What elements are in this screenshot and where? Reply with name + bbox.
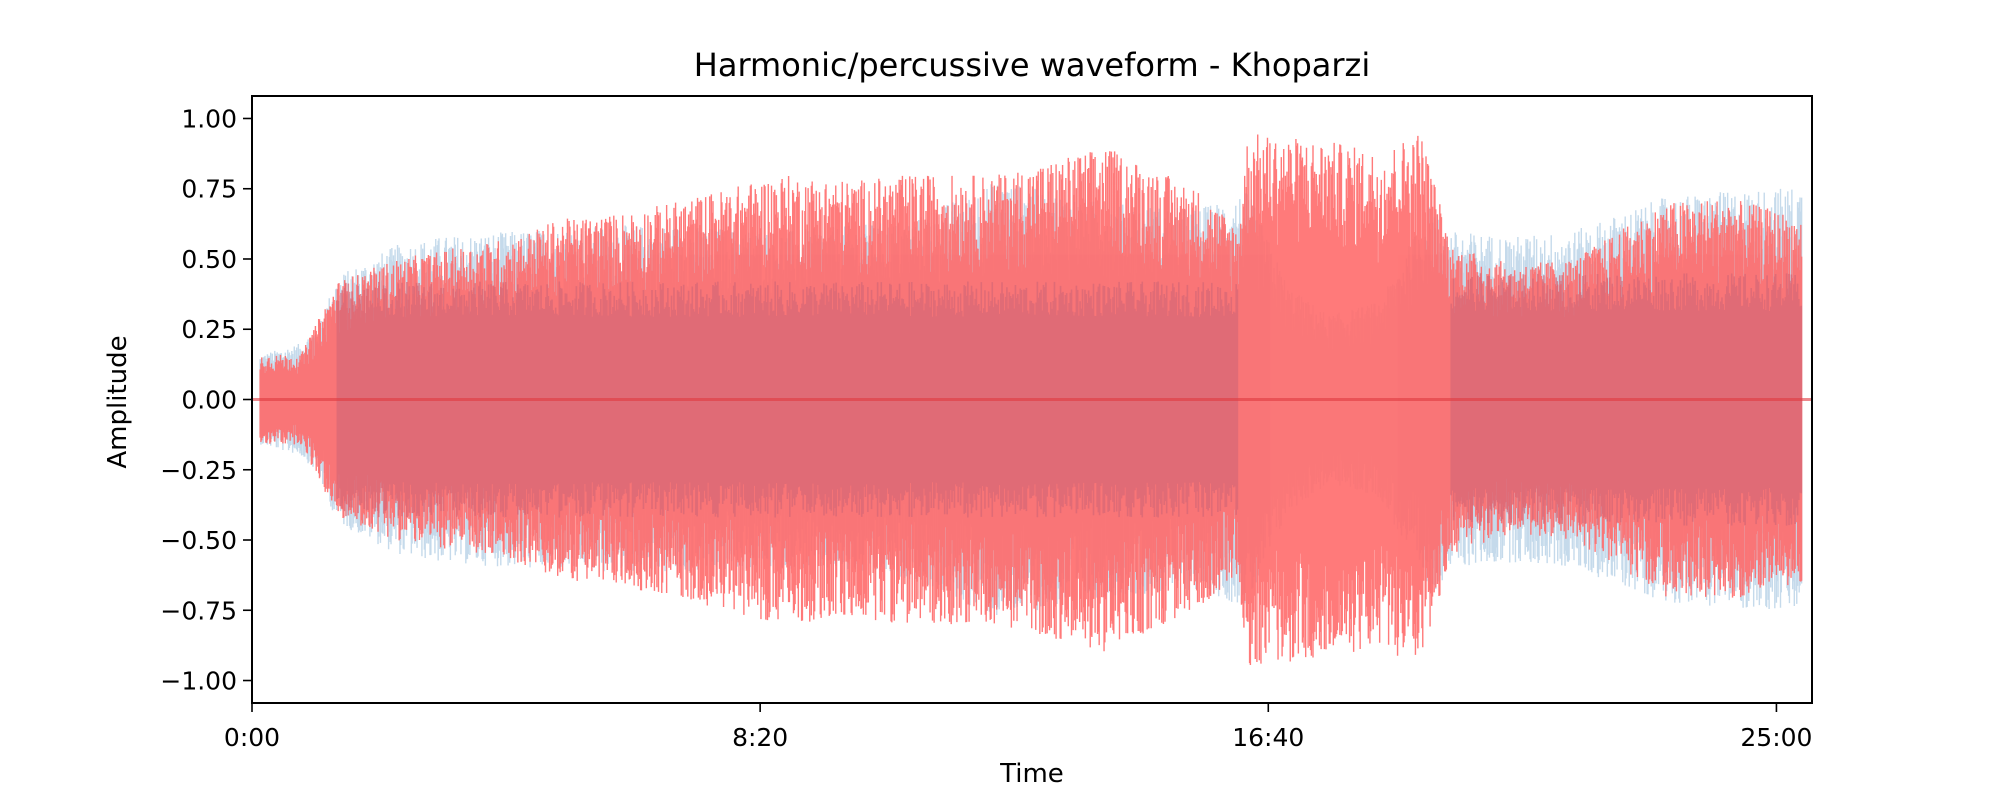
y-axis-label: Amplitude — [103, 335, 133, 468]
y-tick-label: 0.00 — [181, 386, 237, 415]
chart-title: Harmonic/percussive waveform - Khoparzi — [694, 46, 1370, 84]
y-tick-label: 0.25 — [181, 315, 237, 344]
y-axis: 1.00 0.75 0.50 0.25 0.00 −0.25 −0.50 −0.75 −1.00 — [160, 104, 252, 696]
y-tick-label: 1.00 — [181, 104, 237, 133]
x-tick-label: 16:40 — [1232, 723, 1304, 752]
x-axis: 0:00 8:20 16:40 25:00 — [224, 703, 1812, 752]
y-tick-label: −0.50 — [160, 526, 237, 555]
y-tick-label: 0.50 — [181, 245, 237, 274]
plot-area — [252, 134, 1812, 666]
y-tick-label: −1.00 — [160, 667, 237, 696]
y-tick-label: −0.75 — [160, 596, 237, 625]
plot-frame — [251, 95, 1813, 704]
x-tick-label: 8:20 — [732, 723, 788, 752]
x-tick-label: 25:00 — [1740, 723, 1812, 752]
y-tick-label: 0.75 — [181, 175, 237, 204]
x-tick-label: 0:00 — [224, 723, 280, 752]
x-axis-label: Time — [999, 759, 1064, 789]
y-tick-label: −0.25 — [160, 456, 237, 485]
